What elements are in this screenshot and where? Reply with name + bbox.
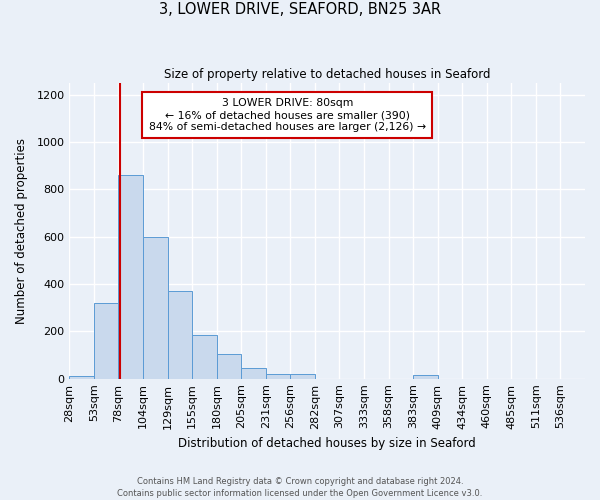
X-axis label: Distribution of detached houses by size in Seaford: Distribution of detached houses by size … [178,437,476,450]
Bar [94,303,118,378]
Bar [192,335,217,378]
Bar [143,237,167,378]
Title: Size of property relative to detached houses in Seaford: Size of property relative to detached ho… [164,68,490,80]
Text: Contains HM Land Registry data © Crown copyright and database right 2024.
Contai: Contains HM Land Registry data © Crown c… [118,476,482,498]
Bar [241,368,266,378]
Text: 3, LOWER DRIVE, SEAFORD, BN25 3AR: 3, LOWER DRIVE, SEAFORD, BN25 3AR [159,2,441,18]
Y-axis label: Number of detached properties: Number of detached properties [15,138,28,324]
Bar [290,374,315,378]
Bar [413,375,437,378]
Bar [118,176,143,378]
Bar [217,354,241,378]
Bar [266,374,290,378]
Bar [167,291,192,378]
Bar [70,376,94,378]
Text: 3 LOWER DRIVE: 80sqm
← 16% of detached houses are smaller (390)
84% of semi-deta: 3 LOWER DRIVE: 80sqm ← 16% of detached h… [149,98,426,132]
